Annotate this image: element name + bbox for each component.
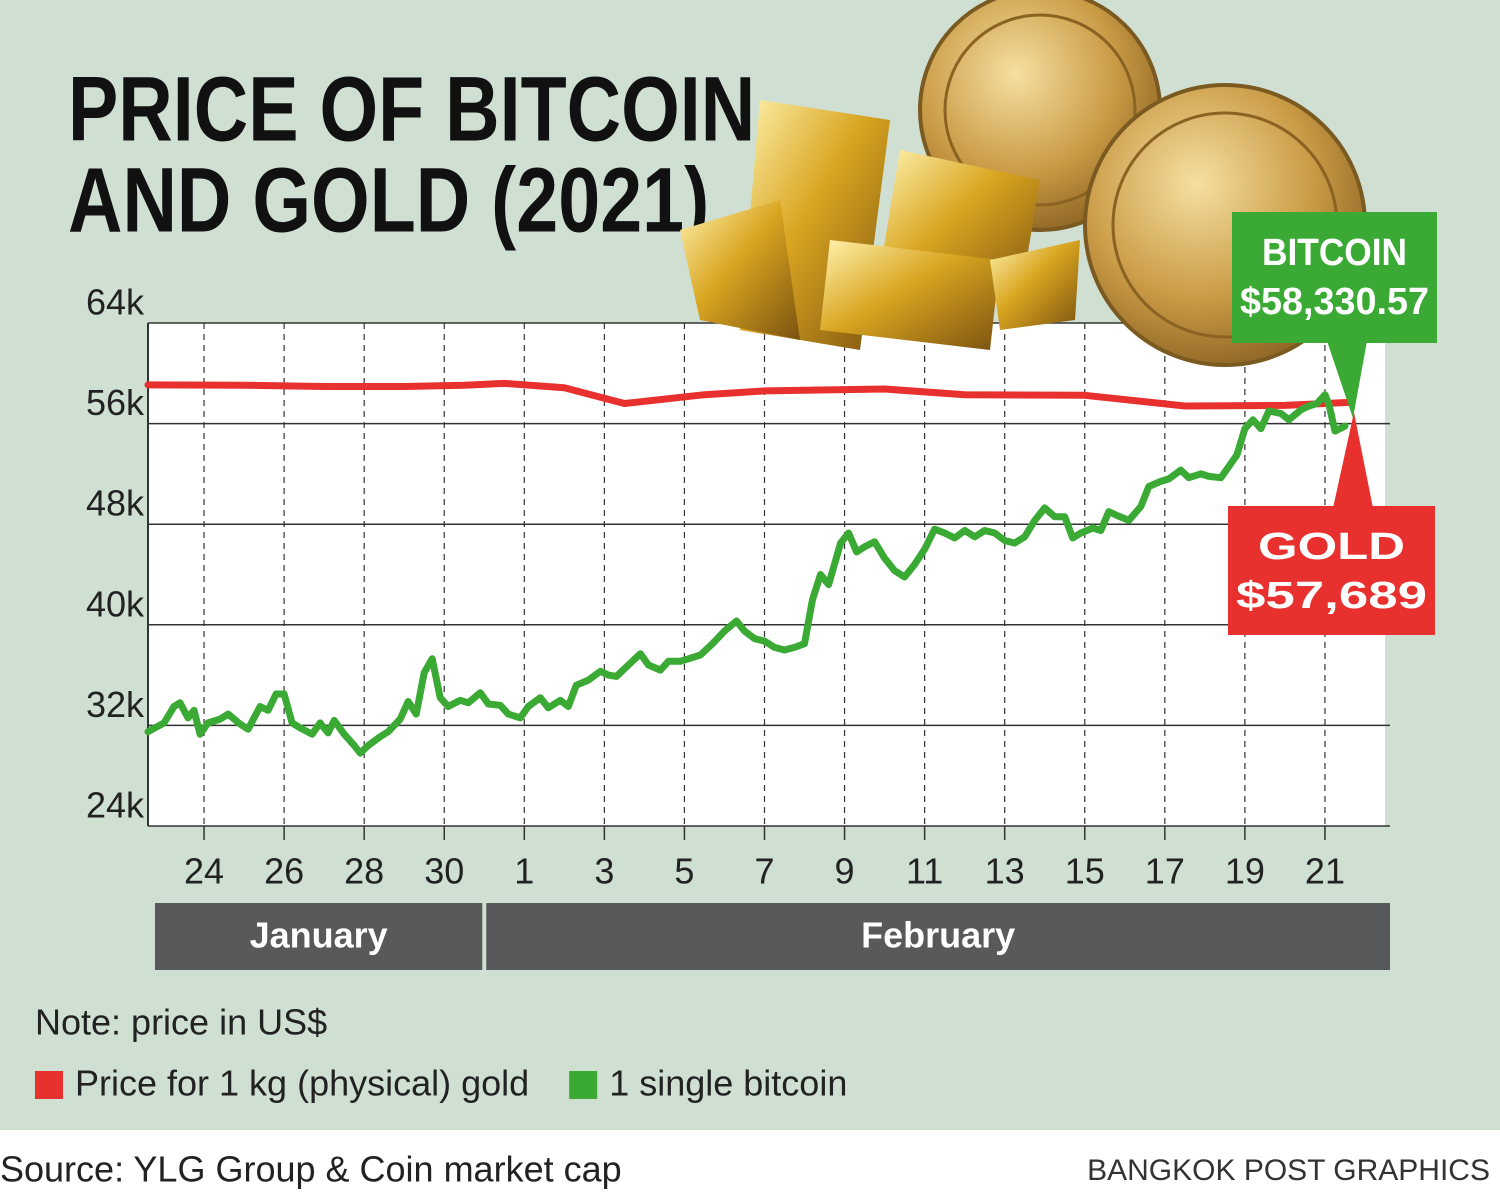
annotation-box <box>1232 212 1437 343</box>
y-tick-label: 32k <box>86 684 145 725</box>
legend-label: Price for 1 kg (physical) gold <box>75 1063 529 1104</box>
x-tick-label: 26 <box>264 851 304 892</box>
x-tick-label: 1 <box>514 851 534 892</box>
y-tick-label: 24k <box>86 785 145 826</box>
x-tick-label: 24 <box>184 851 224 892</box>
note: Note: price in US$ <box>35 1002 327 1043</box>
title: PRICE OF BITCOIN AND GOLD (2021) <box>68 57 755 251</box>
y-tick-label: 64k <box>86 282 145 323</box>
month-band <box>155 903 483 970</box>
footer-background <box>0 1130 1500 1202</box>
coin-rim <box>943 13 1137 207</box>
y-tick-label: 56k <box>86 382 145 423</box>
y-tick-label: 40k <box>86 583 145 624</box>
x-tick-label: 30 <box>424 851 464 892</box>
x-tick-label: 13 <box>985 851 1025 892</box>
title-line: PRICE OF BITCOIN <box>68 57 755 160</box>
plot-area <box>148 323 1385 826</box>
legend-swatch <box>35 1071 63 1099</box>
annotation-box <box>1228 506 1435 635</box>
x-tick-label: 11 <box>906 851 943 892</box>
gold-bar <box>820 240 1000 350</box>
month-band <box>486 903 1390 970</box>
x-tick-label: 21 <box>1305 851 1345 892</box>
gold-bar <box>990 240 1080 330</box>
x-tick-label: 28 <box>344 851 384 892</box>
legend-swatch <box>569 1071 598 1099</box>
y-tick-label: 48k <box>86 483 145 524</box>
x-tick-label: 5 <box>674 851 694 892</box>
source: Source: YLG Group & Coin market cap <box>0 1149 622 1190</box>
series-line <box>144 379 1353 410</box>
legend-label: 1 single bitcoin <box>609 1063 847 1104</box>
x-tick-label: 19 <box>1225 851 1265 892</box>
month-label: January <box>250 915 388 956</box>
annotation-pointer <box>1333 412 1373 508</box>
series-line <box>144 391 1349 757</box>
x-tick-label: 17 <box>1145 851 1185 892</box>
illustration <box>680 0 1367 367</box>
gold-bar <box>680 200 800 340</box>
annotation-title: GOLD <box>1258 526 1405 568</box>
x-tick-label: 9 <box>835 851 855 892</box>
credit: BANGKOK POST GRAPHICS <box>1087 1154 1490 1187</box>
x-tick-label: 15 <box>1065 851 1105 892</box>
annotation-text: $57,689 <box>1236 575 1427 617</box>
annotation-text: $58,330.57 <box>1240 281 1429 323</box>
annotation-title: BITCOIN <box>1262 232 1407 274</box>
x-tick-label: 3 <box>594 851 614 892</box>
annotation-pointer <box>1327 341 1367 419</box>
title-line: AND GOLD (2021) <box>68 148 709 251</box>
month-label: February <box>861 915 1015 956</box>
x-tick-label: 7 <box>754 851 774 892</box>
